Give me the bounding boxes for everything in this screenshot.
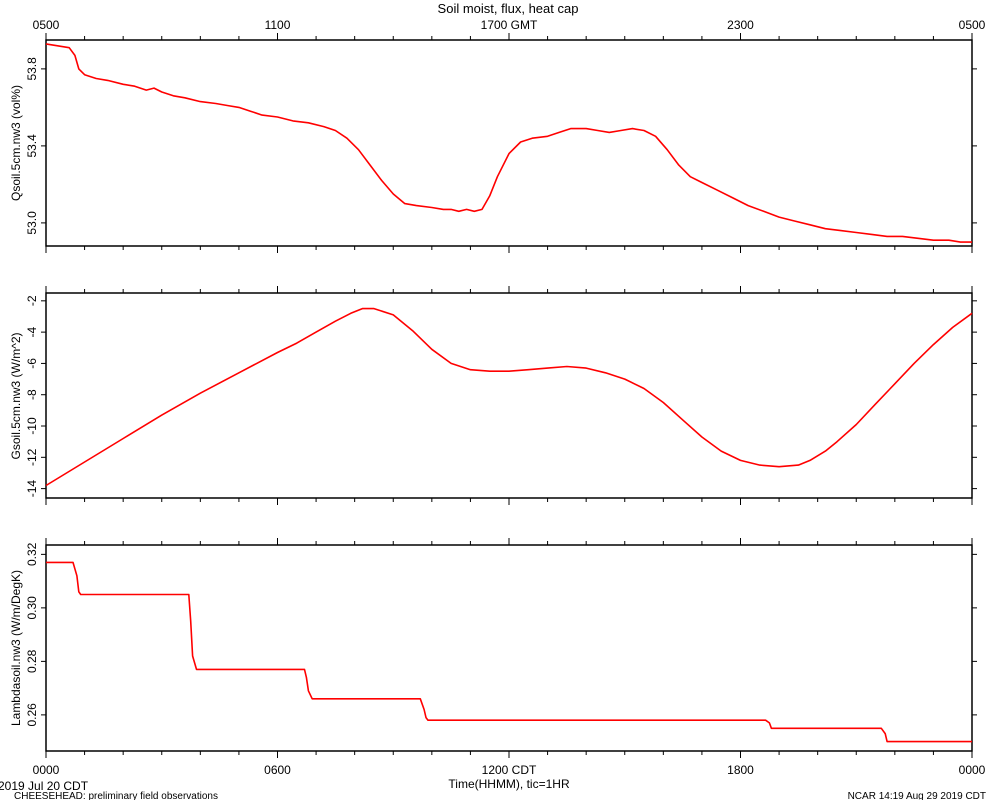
y-tick-label: -14: [25, 480, 39, 498]
footer-date: 2019 Jul 20 CDT: [0, 779, 89, 793]
y-tick-label: 53.8: [25, 57, 39, 81]
footer-project: CHEESEHEAD: preliminary field observatio…: [14, 791, 218, 800]
chart-title: Soil moist, flux, heat cap: [438, 1, 579, 16]
footer-credit: NCAR 14:19 Aug 29 2019 CDT: [848, 791, 986, 800]
top-axis-label: 0500: [33, 18, 60, 32]
y-tick-label: 53.4: [25, 134, 39, 158]
y-tick-label: -4: [25, 326, 39, 337]
y-tick-label: -6: [25, 358, 39, 369]
bottom-axis-label: 1200 CDT: [482, 763, 537, 777]
y-axis-label: Qsoil.5cm.nw3 (vol%): [9, 85, 23, 201]
y-tick-label: -8: [25, 389, 39, 400]
gsoil-panel: -2 -4 -6 -8 -10 -12 -14: [25, 286, 977, 505]
bottom-axis-label: 0600: [264, 763, 291, 777]
plot-frame: [45, 39, 973, 247]
top-axis-label: 1700 GMT: [481, 18, 538, 32]
y-tick-label: -10: [25, 417, 39, 435]
y-tick-label: -2: [25, 295, 39, 306]
top-axis-label: 0500: [959, 18, 986, 32]
bottom-axis-label: 0000: [33, 763, 60, 777]
bottom-axis-label: 1800: [727, 763, 754, 777]
y-axis-label: Gsoil.5cm.nw3 (W/m^2): [9, 333, 23, 460]
bottom-axis-label: 0000: [959, 763, 986, 777]
y-tick-label: -12: [25, 448, 39, 466]
plot-frame: [45, 292, 973, 499]
y-tick-label: 0.30: [25, 596, 39, 620]
qsoil-panel: 53.0 53.4 53.8: [25, 33, 977, 253]
series-line: [45, 43, 972, 243]
y-axis-label: Lambdasoil.nw3 (W/m/DegK): [9, 570, 23, 726]
top-axis-label: 2300: [727, 18, 754, 32]
lambda-panel: 0.26 0.28 0.30 0.32: [25, 538, 977, 758]
y-tick-label: 0.28: [25, 649, 39, 673]
panels: 53.0 53.4 53.8 -2 -4 -6 -8 -10 -12 -14 0.26 0.28 0.3…: [25, 33, 977, 758]
y-tick-label: 0.32: [25, 542, 39, 566]
y-tick-label: 53.0: [25, 211, 39, 235]
series-line: [46, 561, 972, 743]
top-axis-label: 1100: [265, 18, 291, 32]
x-axis-label: Time(HHMM), tic=1HR: [448, 777, 570, 791]
y-tick-label: 0.26: [25, 703, 39, 727]
series-line: [45, 307, 973, 487]
